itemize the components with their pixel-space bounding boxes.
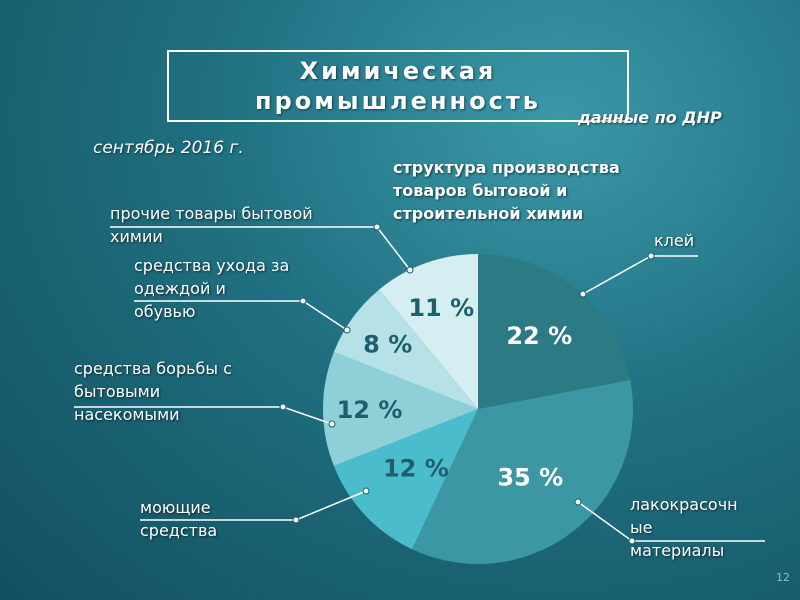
slice-label-line: моющие [140, 498, 211, 517]
leader-dot [328, 420, 336, 428]
slice-label-other: прочие товары бытовой химии [110, 202, 313, 248]
leader-dot [647, 252, 655, 260]
subtitle: данные по ДНР [578, 108, 722, 127]
pie-slice-clothing-care [333, 289, 478, 409]
slice-label-clothing-care: средства ухода за одеждой и обувью [134, 254, 289, 323]
slice-label-line: одеждой и [134, 279, 226, 298]
slice-percent-detergents: 12 % [383, 454, 449, 482]
pie-slice-other [379, 254, 478, 409]
leader-dot [373, 223, 381, 231]
date-label: сентябрь 2016 г. [93, 138, 244, 158]
slice-percent-paints: 35 % [497, 463, 563, 491]
slice-percent-other: 11 % [408, 294, 474, 322]
leader-dot [579, 290, 587, 298]
pie-slice-glue [478, 254, 631, 409]
chart-title-line-3: строительной химии [393, 204, 584, 223]
title-line-2: промышленность [255, 87, 541, 115]
slice-percent-clothing-care: 8 % [363, 330, 412, 358]
title-box: Химическая промышленность [167, 50, 629, 122]
chart-title-line-1: структура производства [393, 158, 620, 177]
pie-slice-paints [412, 379, 633, 564]
slide-number: 12 [776, 571, 790, 584]
slice-label-line: лакокрасочн [630, 495, 738, 514]
slice-label-detergents: моющие средства [140, 496, 217, 542]
slice-label-line: материалы [630, 541, 725, 560]
leader-line-glue [582, 255, 698, 295]
slice-label-glue: клей [654, 229, 694, 252]
slice-label-line: прочие товары бытовой [110, 204, 313, 223]
leader-dot [279, 403, 287, 411]
leader-dot [406, 266, 414, 274]
slice-label-line: бытовыми [74, 382, 161, 401]
slice-label-line: химии [110, 227, 163, 246]
slice-percent-glue: 22 % [506, 322, 572, 350]
leader-dot [299, 297, 307, 305]
leader-dot [292, 516, 300, 524]
leader-dot [574, 498, 582, 506]
slice-label-line: ые [630, 518, 653, 537]
slice-label-line: обувью [134, 302, 196, 321]
leader-dot [343, 326, 351, 334]
leader-dot [628, 537, 636, 545]
slice-label-line: насекомыми [74, 405, 180, 424]
slice-label-line: средства [140, 521, 218, 540]
pie-slice-insecticides [322, 351, 478, 467]
pie-slice-detergents [333, 409, 478, 550]
leader-dot [362, 487, 370, 495]
slice-label-line: средства ухода за [134, 256, 290, 275]
slice-label-insecticides: средства борьбы с бытовыми насекомыми [74, 357, 232, 426]
chart-title: структура производства товаров бытовой и… [393, 156, 693, 225]
slice-label-line: клей [654, 231, 695, 250]
slice-label-line: средства борьбы с [74, 359, 232, 378]
chart-title-line-2: товаров бытовой и [393, 181, 568, 200]
slice-label-paints: лакокрасочн ые материалы [630, 493, 738, 562]
slice-percent-insecticides: 12 % [337, 396, 403, 424]
title-line-1: Химическая [299, 57, 497, 85]
